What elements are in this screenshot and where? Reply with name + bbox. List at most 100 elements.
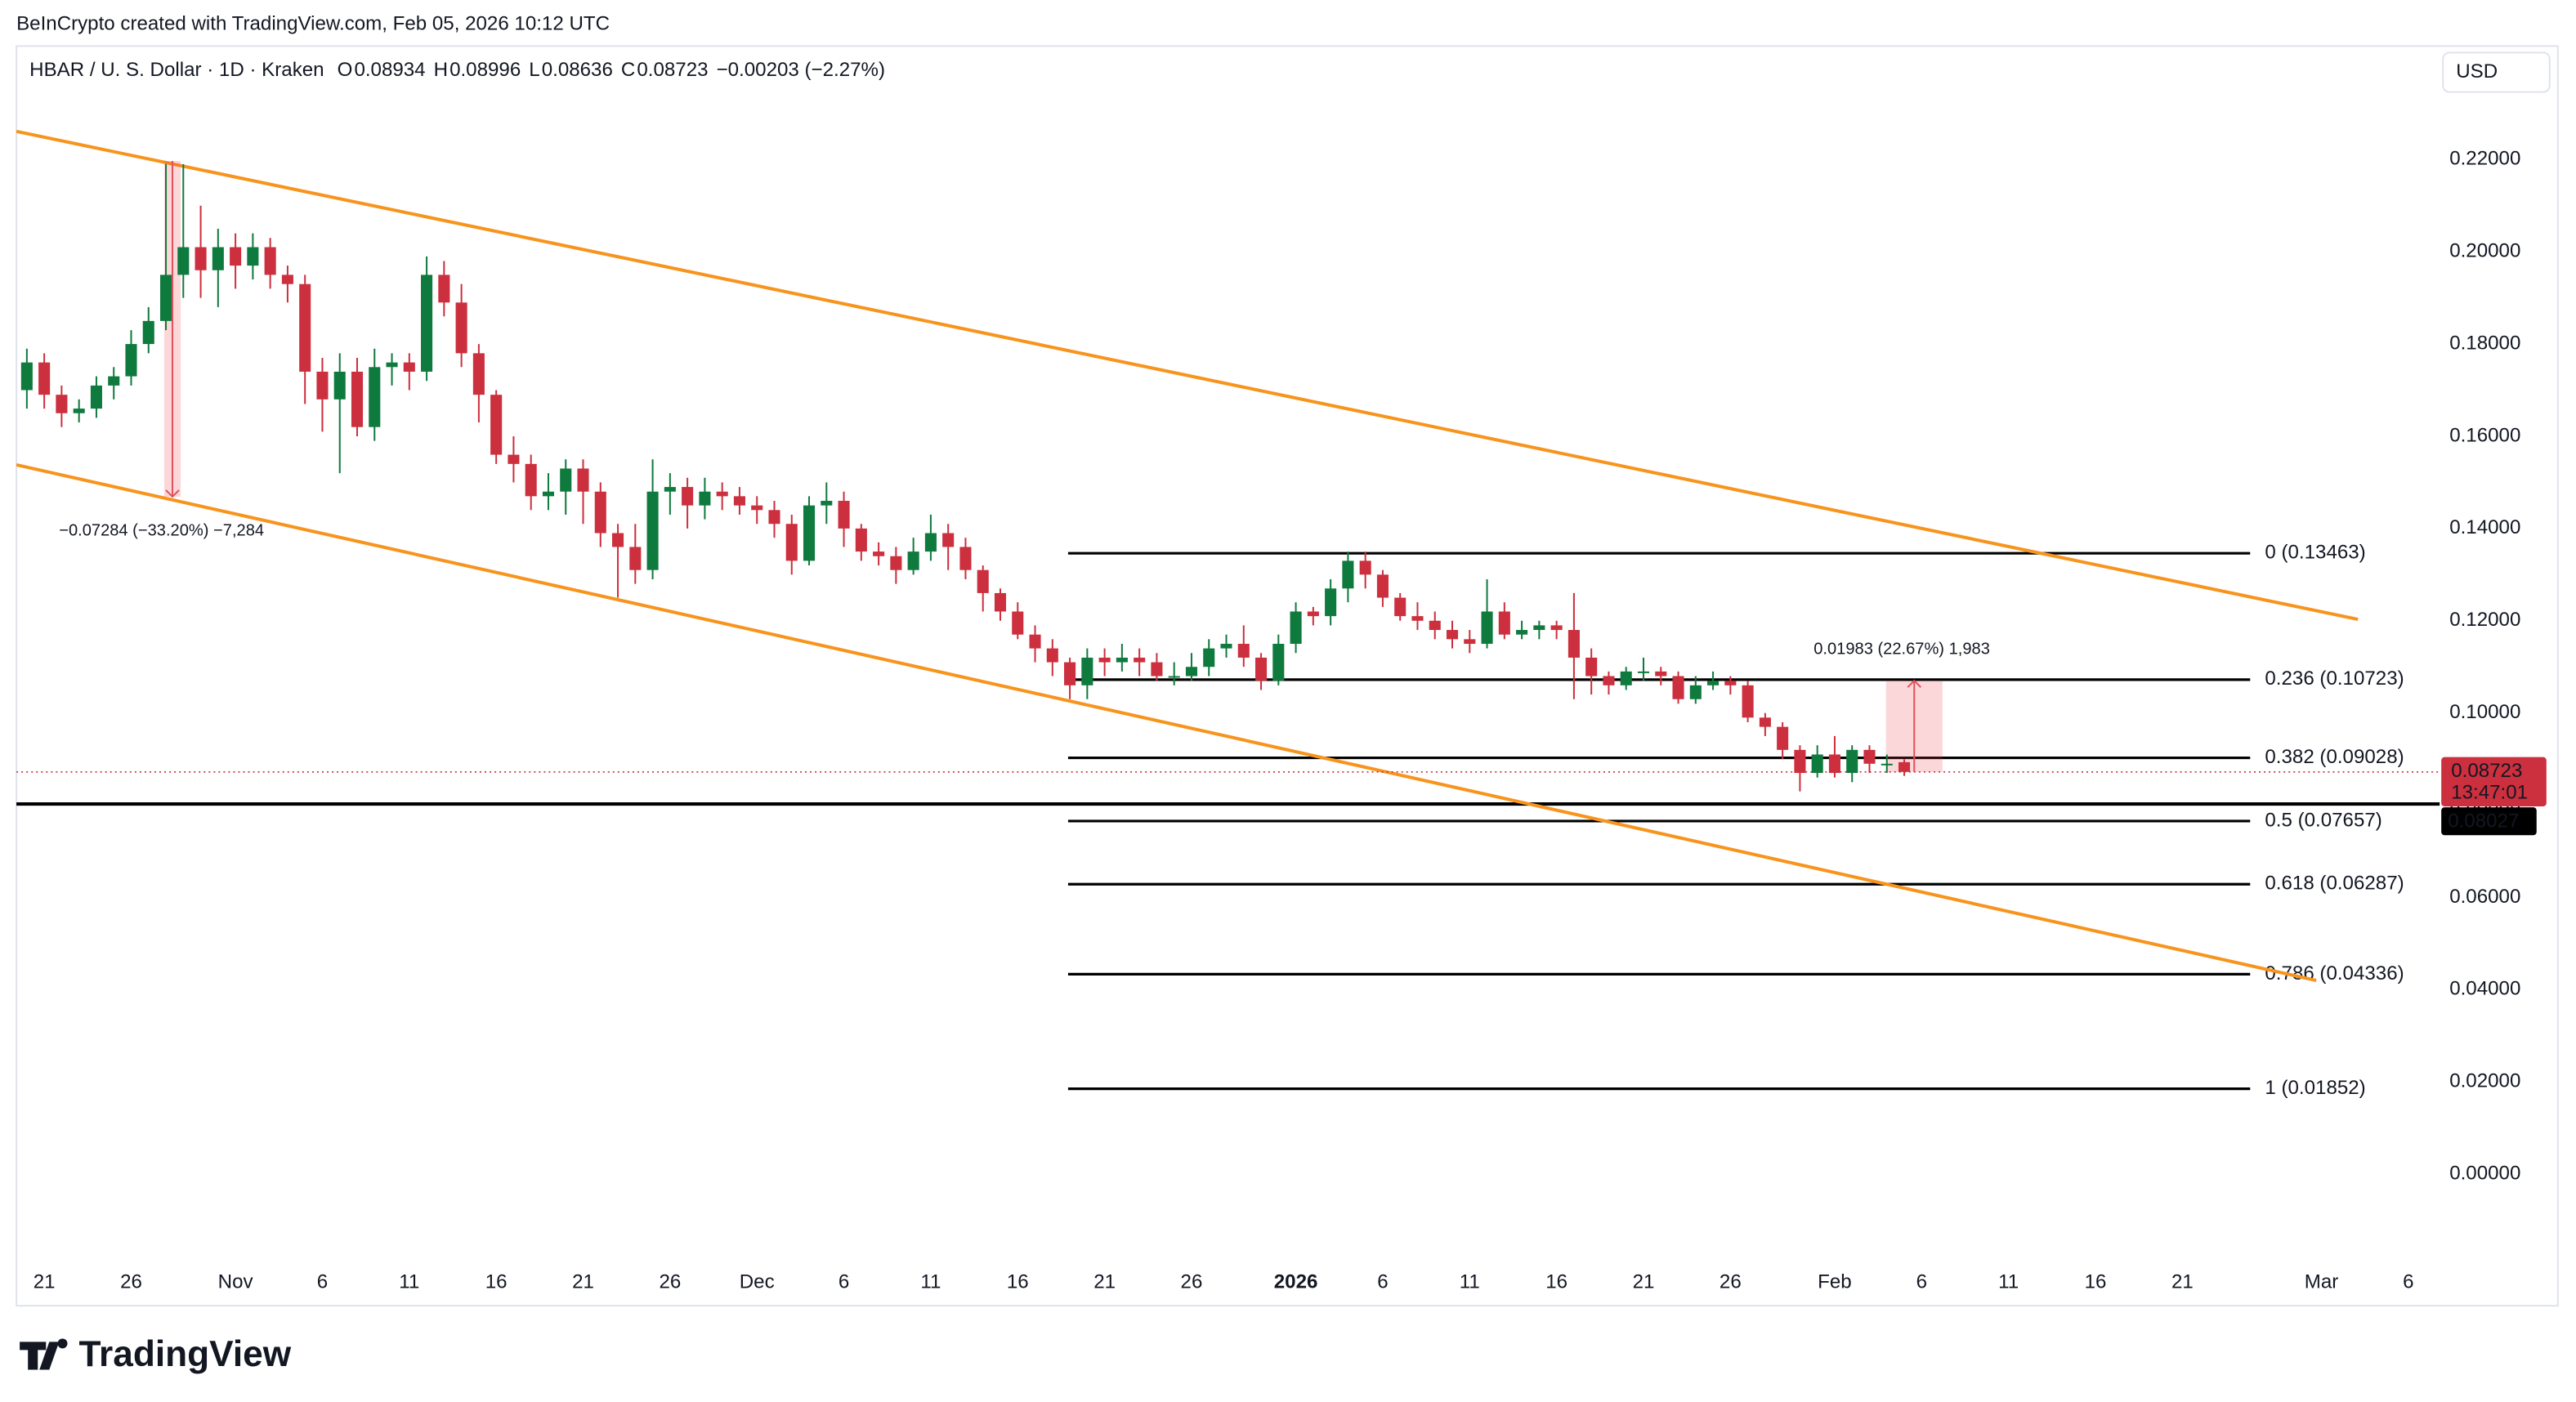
candle-body [264,247,276,275]
x-tick-label: Dec [740,1270,775,1293]
candle-body [560,468,572,492]
ohlc-key: O [338,59,353,81]
y-tick-label: 0.20000 [2449,240,2520,262]
y-tick-label: 0.04000 [2449,978,2520,1000]
candle-body [1585,657,1598,676]
fib-label: 0.5 (0.07657) [2265,809,2381,831]
candle-body [1898,761,1911,772]
currency-box[interactable] [2442,51,2551,93]
candle-body [1481,611,1493,645]
candle-body [195,247,207,270]
y-tick-label: 0.16000 [2449,424,2520,446]
fib-label: 0.382 (0.09028) [2265,746,2404,768]
currency: USD [2456,60,2498,83]
y-tick-label: 0.02000 [2449,1070,2520,1092]
trend-line [16,129,2359,622]
candle-body [1446,630,1459,640]
candle-body [247,247,259,266]
candle-body [1759,717,1771,727]
candle-body [629,547,642,570]
candle-body [682,487,694,506]
x-tick-label: 2026 [1274,1270,1318,1293]
candle-body [1116,657,1128,663]
candle-body [924,533,937,552]
candle-body [1411,616,1424,621]
candle-body [1220,644,1232,649]
candle-body [1828,754,1840,774]
x-tick-label: 11 [920,1270,941,1293]
ohlc-key: L [529,59,539,81]
candle-body [90,385,102,409]
candle-body [1516,630,1528,635]
candle-body [1724,681,1737,685]
candle-body [108,376,120,386]
candle-body [1707,681,1720,685]
candle-body [1550,625,1563,631]
x-tick-label: 6 [1916,1270,1927,1293]
chart-frame [16,45,2559,1307]
fib-label: 0.236 (0.10723) [2265,668,2404,690]
measure-arrowhead [1907,679,1922,688]
x-tick-label: Feb [1818,1270,1852,1293]
x-tick-label: 21 [34,1270,56,1293]
y-tick-label: 0.22000 [2449,148,2520,170]
ohlc-key: H [434,59,448,81]
candle-body [977,569,989,593]
candle-body [1568,630,1580,658]
x-tick-label: 21 [1633,1270,1655,1293]
candle-body [125,344,137,377]
candle-body [890,556,902,570]
candle-body [664,487,676,492]
candle-body [855,528,867,552]
candle-body [1464,639,1476,645]
candle-body [472,353,485,395]
candle-body [177,247,190,275]
candle-body [994,592,1007,612]
candle-body [1429,620,1441,631]
ohlc-key: C [621,59,635,81]
candle-body [1134,657,1146,663]
x-tick-label: 11 [399,1270,419,1293]
candle-body [1863,749,1876,764]
ohlc-value: 0.08723 [637,59,708,81]
candle-body [1637,671,1650,673]
ohlc-value: 0.08636 [542,59,613,81]
measure-label: −0.07284 (−33.20%) −7,284 [59,521,264,539]
candle-body [1689,685,1702,699]
candle-body [594,491,606,534]
candle-body [1203,648,1215,668]
candle-body [230,247,242,266]
candle-body [1376,574,1389,598]
y-tick-label: 0.18000 [2449,332,2520,354]
candle-body [577,468,589,492]
candle-body [56,395,68,413]
candle-body [1742,685,1754,718]
y-tick-label: 0.06000 [2449,886,2520,908]
candle-body [838,501,850,529]
candle-body [1098,657,1111,663]
x-tick-label: Mar [2305,1270,2339,1293]
candle-body [716,491,728,497]
fib-label: 1 (0.01852) [2265,1077,2365,1099]
candle-body [768,510,780,525]
candle-body [1046,648,1058,663]
x-tick-label: Nov [218,1270,253,1293]
candle-body [907,551,919,570]
x-tick-label: 21 [1093,1270,1116,1293]
candle-body [1307,611,1319,617]
horizontal-line-label: 0.08027 [2448,810,2519,833]
candle-body [803,505,816,561]
candle-body [1620,671,1632,685]
measure-arrowhead [165,489,180,498]
candle-body [455,302,467,354]
measure-label: 0.01983 (22.67%) 1,983 [1813,640,1990,658]
candle-body [369,367,381,427]
x-tick-label: 16 [1545,1270,1568,1293]
candle-body [159,275,172,321]
candle-body [612,533,624,547]
candle-body [386,362,398,368]
candle-body [508,454,520,464]
x-tick-label: 6 [1377,1270,1388,1293]
candle-body [421,275,433,372]
x-tick-label: 11 [1998,1270,2019,1293]
